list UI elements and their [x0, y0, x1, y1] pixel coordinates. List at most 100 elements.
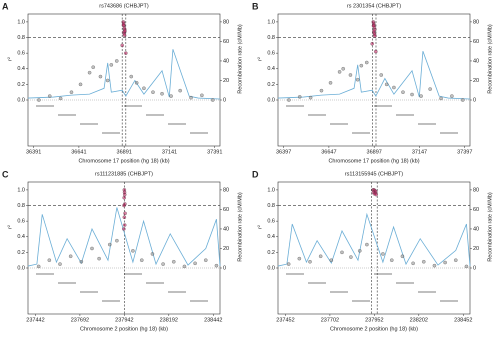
- snp-point: [78, 82, 83, 87]
- y2-tick-label: 0: [473, 97, 476, 103]
- recombination-line: [27, 49, 221, 100]
- snp-point: [140, 258, 144, 262]
- x-tick-label: 238192: [160, 317, 178, 323]
- plot-frame: [277, 181, 471, 315]
- snp-point: [400, 254, 405, 259]
- snp-point: [454, 258, 458, 262]
- x-axis-label: Chromosome 17 position (hg 18) (kb): [78, 158, 169, 164]
- snp-point: [390, 258, 394, 262]
- x-tick-label: 36647: [321, 149, 336, 155]
- x-tick-label: 237702: [321, 317, 339, 323]
- snp-point: [124, 51, 128, 55]
- snp-point: [58, 262, 62, 266]
- y2-tick-label: 80: [223, 19, 229, 25]
- x-tick-label: 238442: [204, 317, 222, 323]
- snp-point: [47, 258, 52, 262]
- snp-point: [411, 261, 415, 266]
- snp-point: [115, 59, 119, 63]
- chart-title: rs113155945 (CHBJPT): [345, 171, 403, 177]
- snp-point: [122, 33, 127, 37]
- snp-point: [432, 263, 437, 268]
- x-tick-label: 37397: [457, 149, 472, 155]
- snp-point: [355, 77, 360, 82]
- y-tick-label: 0.6: [267, 219, 275, 225]
- x-tick-label: 238452: [454, 317, 472, 323]
- snp-point: [204, 258, 208, 262]
- y2-tick-label: 60: [223, 207, 229, 213]
- snp-point: [68, 254, 73, 259]
- y2-tick-label: 80: [473, 187, 479, 193]
- x-tick-label: 36391: [26, 149, 41, 155]
- snp-point: [58, 96, 63, 101]
- snp-point: [371, 24, 376, 28]
- snp-point: [211, 98, 215, 102]
- y-tick-label: 0.6: [17, 51, 25, 57]
- chart-title: rs111231885 (CHBJPT): [95, 171, 153, 177]
- snp-point: [134, 81, 139, 85]
- snp-point: [297, 256, 302, 261]
- snp-point: [161, 262, 165, 266]
- snp-point: [193, 261, 197, 266]
- y2-tick-label: 40: [223, 58, 229, 64]
- y-tick-label: 0.0: [267, 97, 275, 103]
- snp-point: [286, 262, 291, 266]
- snp-point: [374, 49, 378, 54]
- snp-point: [419, 94, 423, 98]
- y2-tick-label: 40: [473, 226, 479, 232]
- snp-point: [122, 203, 126, 208]
- snp-point: [287, 98, 291, 102]
- snp-point: [151, 90, 155, 94]
- y-axis-label: r²: [7, 57, 13, 61]
- snp-point: [169, 94, 173, 98]
- snp-point: [91, 65, 95, 69]
- y-axis-label: r²: [257, 57, 263, 61]
- snp-point: [121, 23, 126, 27]
- y-tick-label: 1.0: [267, 187, 275, 193]
- snp-point: [131, 249, 135, 253]
- snp-point: [319, 88, 324, 93]
- snp-point: [69, 90, 74, 94]
- snp-point: [150, 252, 155, 256]
- y-tick-label: 0.0: [17, 97, 25, 103]
- y-tick-label: 0.0: [17, 265, 25, 271]
- y2-tick-label: 60: [473, 39, 479, 45]
- recombination-line: [277, 212, 471, 267]
- y-tick-label: 0.6: [17, 219, 25, 225]
- y2-tick-label: 60: [473, 207, 479, 213]
- y-tick-label: 0.8: [267, 35, 275, 41]
- y2-tick-label: 20: [223, 78, 229, 84]
- snp-point: [365, 60, 369, 65]
- snp-point: [349, 255, 353, 259]
- recombination-line: [27, 207, 221, 267]
- snp-point: [115, 238, 119, 243]
- y-tick-label: 1.0: [17, 19, 25, 25]
- x-tick-label: 36397: [276, 149, 291, 155]
- snp-point: [373, 34, 377, 38]
- snp-point: [358, 249, 362, 253]
- snp-point: [341, 67, 345, 71]
- snp-point: [340, 250, 344, 255]
- plot-frame: [27, 181, 221, 315]
- snp-point: [337, 70, 342, 74]
- y-tick-label: 0.6: [267, 51, 275, 57]
- snp-point: [129, 74, 133, 79]
- snp-point: [79, 260, 84, 264]
- x-tick-label: 238202: [410, 317, 428, 323]
- snp-point: [160, 92, 164, 96]
- snp-point: [122, 215, 127, 219]
- snp-point: [120, 43, 124, 48]
- y-tick-label: 0.2: [17, 82, 25, 88]
- x-tick-label: 237952: [365, 317, 383, 323]
- x-tick-label: 36891: [117, 149, 132, 155]
- snp-point: [422, 260, 426, 264]
- snp-point: [142, 86, 146, 91]
- y-tick-label: 0.4: [17, 66, 25, 72]
- y-tick-label: 0.2: [267, 82, 275, 88]
- x-axis-label: Chromosome 2 position (hg 18) (kb): [330, 326, 418, 332]
- snp-point: [329, 258, 334, 262]
- y2-axis-label: Recombination rate (cM/Mb): [487, 24, 493, 94]
